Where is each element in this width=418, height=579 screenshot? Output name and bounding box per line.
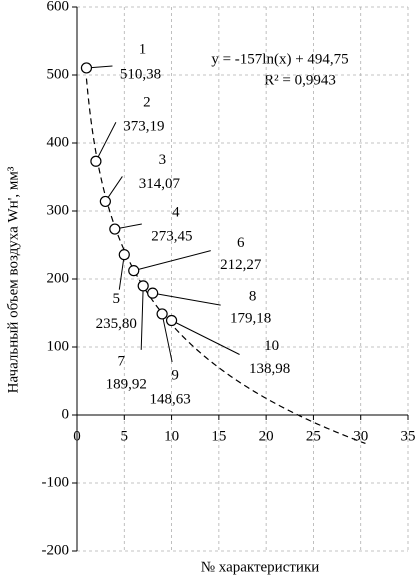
y-tick-label: 0 (62, 406, 70, 422)
data-point (80, 62, 93, 74)
data-label: 138,98 (249, 361, 290, 377)
x-tick-label: 10 (164, 428, 179, 444)
x-tick-label: 5 (121, 428, 129, 444)
point-number: 9 (171, 367, 179, 383)
data-label: 510,38 (120, 66, 161, 82)
x-tick-label: 15 (211, 428, 226, 444)
data-label: 235,80 (96, 316, 137, 332)
y-tick-label: 500 (47, 66, 70, 82)
data-label: 273,45 (151, 228, 192, 244)
y-tick-label: 200 (47, 270, 70, 286)
x-tick-label: 30 (353, 428, 368, 444)
data-point (137, 280, 149, 292)
data-point (99, 195, 111, 208)
trendline (85, 78, 366, 445)
point-number: 3 (159, 152, 167, 168)
data-label: 212,27 (220, 257, 262, 273)
point-number: 5 (113, 291, 121, 307)
leader-line (118, 254, 125, 290)
leader-line (161, 313, 173, 363)
x-tick-label: 20 (259, 428, 274, 444)
data-point (128, 265, 140, 277)
y-tick-label: -100 (42, 474, 70, 490)
data-point (109, 223, 121, 235)
data-point (118, 249, 130, 261)
data-point (165, 314, 178, 327)
data-point (156, 308, 168, 320)
y-tick-label: 400 (47, 134, 70, 150)
y-tick-label: 100 (47, 338, 70, 354)
x-tick-label: 35 (401, 428, 416, 444)
point-number: 4 (172, 204, 180, 220)
leader-line (171, 320, 240, 355)
point-number: 6 (237, 235, 245, 251)
leader-line (133, 250, 211, 272)
x-axis-title: № характеристики (201, 559, 320, 575)
data-label: 179,18 (230, 311, 271, 327)
y-tick-label: 300 (47, 202, 70, 218)
data-point (90, 155, 102, 167)
leader-line (95, 122, 117, 162)
point-number: 1 (139, 41, 147, 57)
trendline-r2: R² = 0,9943 (264, 72, 336, 88)
data-label: 373,19 (123, 119, 164, 135)
leader-line (140, 285, 144, 350)
trendline-equation: y = -157ln(x) + 494,75 (211, 51, 348, 67)
y-tick-label: 600 (47, 0, 70, 14)
data-point (147, 287, 159, 299)
point-number: 7 (117, 353, 125, 369)
point-number: 8 (249, 289, 257, 305)
data-label: 189,92 (106, 376, 147, 392)
point-number: 10 (264, 338, 279, 354)
data-label: 314,07 (139, 176, 181, 192)
point-number: 2 (143, 95, 151, 111)
data-label: 148,63 (149, 391, 190, 407)
x-tick-label: 25 (306, 428, 321, 444)
y-tick-label: -200 (42, 542, 70, 558)
y-axis-title: Начальный объем воздуха Wн', мм³ (5, 166, 21, 393)
leader-line (152, 292, 221, 306)
